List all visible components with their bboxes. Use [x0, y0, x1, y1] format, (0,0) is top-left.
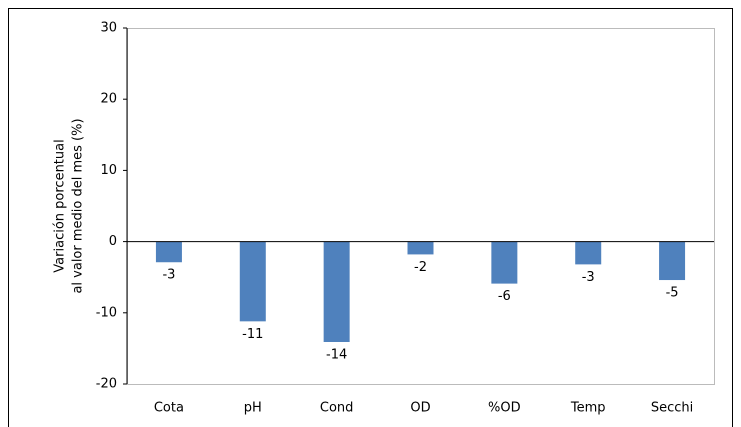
y-tick-label: -10: [96, 305, 117, 320]
value-label: -14: [326, 347, 347, 362]
plot-frame: [127, 28, 715, 385]
y-tick-label: 20: [100, 92, 117, 107]
y-axis-label: Variación porcentual: [53, 139, 68, 272]
bar: [239, 241, 266, 322]
x-tick-label: %OD: [488, 401, 521, 416]
value-label: -11: [242, 327, 263, 342]
x-tick-label: Temp: [570, 401, 606, 416]
bar: [575, 241, 602, 265]
x-tick-label: Cota: [154, 401, 184, 416]
chart-frame: [8, 8, 733, 427]
value-label: -5: [666, 286, 679, 301]
x-tick-label: pH: [244, 401, 262, 416]
y-axis-label: al valor medio del mes (%): [71, 118, 86, 293]
y-tick-label: -20: [96, 377, 117, 392]
value-label: -3: [162, 268, 175, 283]
y-tick-label: 10: [100, 163, 117, 178]
value-label: -2: [414, 260, 427, 275]
bar: [659, 241, 686, 281]
y-tick-label: 30: [100, 21, 117, 36]
value-label: -3: [582, 270, 595, 285]
bar: [407, 241, 434, 255]
bar: [323, 241, 350, 342]
bar: [491, 241, 518, 284]
x-tick-label: Cond: [320, 401, 354, 416]
x-tick-label: OD: [410, 401, 430, 416]
value-label: -6: [498, 289, 511, 304]
y-tick-label: 0: [109, 234, 117, 249]
bar: [155, 241, 182, 263]
x-tick-label: Secchi: [651, 401, 693, 416]
